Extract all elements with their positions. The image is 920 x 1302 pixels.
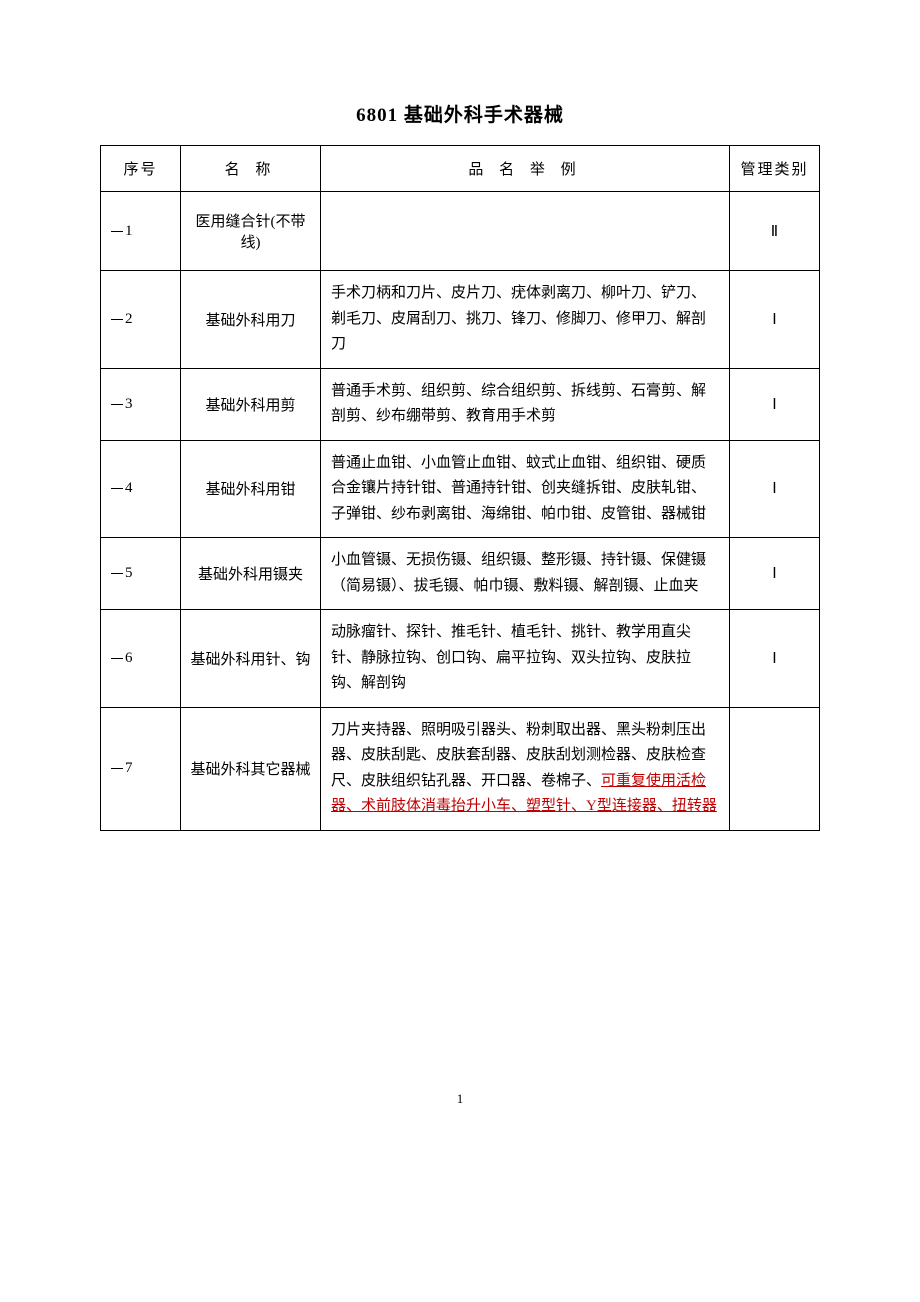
- cell-name: 基础外科用针、钩: [181, 610, 321, 708]
- cell-category: Ⅰ: [730, 440, 820, 538]
- cell-example: 刀片夹持器、照明吸引器头、粉刺取出器、黑头粉刺压出器、皮肤刮匙、皮肤套刮器、皮肤…: [321, 707, 730, 830]
- cell-example: 小血管镊、无损伤镊、组织镊、整形镊、持针镊、保健镊（简易镊）、拔毛镊、帕巾镊、敷…: [321, 538, 730, 610]
- table-row: 6 基础外科用针、钩动脉瘤针、探针、推毛针、植毛针、挑针、教学用直尖针、静脉拉钩、…: [101, 610, 820, 708]
- table-header-row: 序号 名 称 品 名 举 例 管理类别: [101, 146, 820, 192]
- cell-seq: 4: [101, 440, 181, 538]
- example-text: 小血管镊、无损伤镊、组织镊、整形镊、持针镊、保健镊（简易镊）、拔毛镊、帕巾镊、敷…: [331, 552, 706, 594]
- table-row: 4 基础外科用钳普通止血钳、小血管止血钳、蚊式止血钳、组织钳、硬质合金镶片持针钳、…: [101, 440, 820, 538]
- cell-name: 基础外科用刀: [181, 271, 321, 369]
- example-text: 手术刀柄和刀片、皮片刀、疣体剥离刀、柳叶刀、铲刀、剃毛刀、皮屑刮刀、挑刀、锋刀、…: [331, 285, 706, 352]
- cell-example: 动脉瘤针、探针、推毛针、植毛针、挑针、教学用直尖针、静脉拉钩、创口钩、扁平拉钩、…: [321, 610, 730, 708]
- cell-name: 基础外科用镊夹: [181, 538, 321, 610]
- table-row: 7 基础外科其它器械刀片夹持器、照明吸引器头、粉刺取出器、黑头粉刺压出器、皮肤刮匙…: [101, 707, 820, 830]
- cell-seq: 1: [101, 192, 181, 271]
- seq-text: 1: [125, 223, 133, 239]
- cell-category: Ⅰ: [730, 538, 820, 610]
- page-number: 1: [100, 1091, 820, 1107]
- seq-text: 7: [125, 760, 133, 776]
- dash-icon: [111, 573, 123, 574]
- cell-seq: 7: [101, 707, 181, 830]
- dash-icon: [111, 488, 123, 489]
- cell-name: 基础外科其它器械: [181, 707, 321, 830]
- cell-example: 手术刀柄和刀片、皮片刀、疣体剥离刀、柳叶刀、铲刀、剃毛刀、皮屑刮刀、挑刀、锋刀、…: [321, 271, 730, 369]
- dash-icon: [111, 231, 123, 232]
- cell-category: Ⅰ: [730, 368, 820, 440]
- page-title: 6801 基础外科手术器械: [100, 100, 820, 127]
- cell-category: [730, 707, 820, 830]
- cell-name: 基础外科用剪: [181, 368, 321, 440]
- seq-text: 6: [125, 650, 133, 666]
- cell-example: 普通止血钳、小血管止血钳、蚊式止血钳、组织钳、硬质合金镶片持针钳、普通持针钳、创…: [321, 440, 730, 538]
- cell-seq: 2: [101, 271, 181, 369]
- example-text: 普通手术剪、组织剪、综合组织剪、拆线剪、石膏剪、解剖剪、纱布绷带剪、教育用手术剪: [331, 383, 706, 425]
- example-text: 动脉瘤针、探针、推毛针、植毛针、挑针、教学用直尖针、静脉拉钩、创口钩、扁平拉钩、…: [331, 624, 691, 691]
- cell-example: 普通手术剪、组织剪、综合组织剪、拆线剪、石膏剪、解剖剪、纱布绷带剪、教育用手术剪: [321, 368, 730, 440]
- cell-seq: 5: [101, 538, 181, 610]
- example-text: 普通止血钳、小血管止血钳、蚊式止血钳、组织钳、硬质合金镶片持针钳、普通持针钳、创…: [331, 455, 706, 522]
- table-row: 1 医用缝合针(不带线) Ⅱ: [101, 192, 820, 271]
- cell-name: 基础外科用钳: [181, 440, 321, 538]
- device-table: 序号 名 称 品 名 举 例 管理类别 1 医用缝合针(不带线) Ⅱ 2 基础外科用刀手…: [100, 145, 820, 831]
- cell-category: Ⅰ: [730, 271, 820, 369]
- header-seq: 序号: [101, 146, 181, 192]
- cell-example: [321, 192, 730, 271]
- cell-category: Ⅱ: [730, 192, 820, 271]
- cell-category: Ⅰ: [730, 610, 820, 708]
- cell-name: 医用缝合针(不带线): [181, 192, 321, 271]
- table-row: 3 基础外科用剪普通手术剪、组织剪、综合组织剪、拆线剪、石膏剪、解剖剪、纱布绷带剪…: [101, 368, 820, 440]
- header-name: 名 称: [181, 146, 321, 192]
- cell-seq: 6: [101, 610, 181, 708]
- dash-icon: [111, 658, 123, 659]
- cell-seq: 3: [101, 368, 181, 440]
- dash-icon: [111, 768, 123, 769]
- dash-icon: [111, 319, 123, 320]
- table-row: 5 基础外科用镊夹小血管镊、无损伤镊、组织镊、整形镊、持针镊、保健镊（简易镊）、拔…: [101, 538, 820, 610]
- header-category: 管理类别: [730, 146, 820, 192]
- seq-text: 3: [125, 396, 133, 412]
- seq-text: 4: [125, 480, 133, 496]
- dash-icon: [111, 404, 123, 405]
- table-row: 2 基础外科用刀手术刀柄和刀片、皮片刀、疣体剥离刀、柳叶刀、铲刀、剃毛刀、皮屑刮刀…: [101, 271, 820, 369]
- seq-text: 5: [125, 565, 133, 581]
- header-example: 品 名 举 例: [321, 146, 730, 192]
- seq-text: 2: [125, 311, 133, 327]
